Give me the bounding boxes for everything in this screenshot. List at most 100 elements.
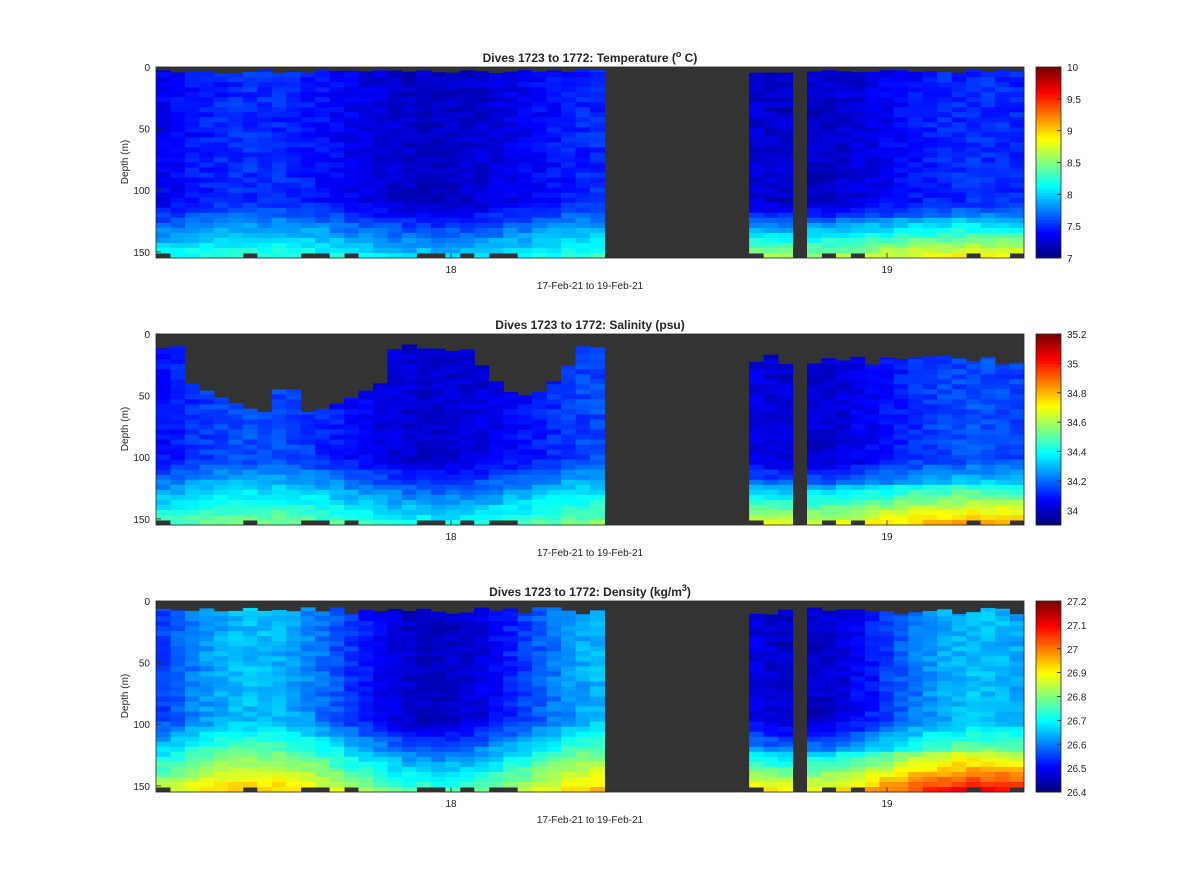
heatmap-cell [387,364,403,370]
heatmap-cell [879,197,895,204]
heatmap-cell [213,157,229,163]
heatmap-cell [937,117,953,123]
heatmap-cell [242,157,258,163]
heatmap-cell [517,484,533,491]
heatmap-cell [344,711,360,718]
heatmap-cell [329,646,345,652]
heatmap-cell [156,449,171,456]
heatmap-cell [835,429,851,436]
heatmap-cell [242,142,258,148]
heatmap-cell [300,646,316,652]
heatmap-cell [850,686,866,692]
heatmap-cell [517,504,533,511]
heatmap-cell [763,641,779,647]
heatmap-cell [749,409,765,415]
heatmap-cell [170,484,186,491]
heatmap-cell [995,419,1011,425]
heatmap-cell [401,354,417,360]
heatmap-cell [807,676,822,682]
heatmap-cell [170,514,186,521]
heatmap-cell [561,766,577,773]
heatmap-cell [532,391,548,395]
heatmap-cell [488,449,504,456]
heatmap-cell [749,247,765,254]
heatmap-cell [430,117,446,123]
heatmap-cell [488,384,504,390]
heatmap-cell [908,459,924,466]
heatmap-cell [546,449,562,456]
heatmap-cell [156,741,171,748]
heatmap-cell [807,671,822,677]
heatmap-cell [300,504,316,511]
heatmap-cell [373,87,388,93]
heatmap-cell [807,781,822,788]
colorbar-swatch [1036,504,1061,508]
heatmap-cell [445,429,461,436]
heatmap-cell [459,242,475,249]
heatmap-cell [966,137,982,143]
heatmap-cell [156,348,171,350]
heatmap-cell [503,646,519,652]
heatmap-cell [228,217,244,224]
heatmap-cell [835,197,851,204]
heatmap-cell [430,741,446,748]
heatmap-cell [459,626,475,632]
heatmap-cell [373,636,388,642]
colorbar-swatch [1036,474,1061,478]
heatmap-cell [749,636,765,642]
heatmap-cell [503,399,519,405]
colorbar-swatch [1036,369,1061,374]
heatmap-cell [156,701,171,708]
heatmap-cell [474,711,490,718]
heatmap-cell [228,771,244,778]
heatmap-cell [908,252,924,259]
heatmap-cell [850,142,866,148]
heatmap-cell [184,434,200,441]
heatmap-cell [387,701,403,708]
heatmap-cell [416,187,432,194]
heatmap-cell [995,429,1011,436]
heatmap-cell [170,469,186,476]
heatmap-cell [995,112,1011,118]
heatmap-cell [300,696,316,703]
heatmap-cell [228,631,244,637]
heatmap-cell [387,721,403,728]
heatmap-cell [835,384,851,390]
heatmap-cell [387,354,403,360]
colorbar-swatch [1036,420,1061,425]
heatmap-cell [575,514,591,521]
heatmap-cell [980,504,996,511]
heatmap-cell [590,651,605,657]
heatmap-cell [459,152,475,158]
heatmap-cell [459,127,475,133]
heatmap-cell [821,641,837,647]
heatmap-cell [807,741,822,748]
heatmap-cell [778,227,794,234]
heatmap-cell [922,459,938,466]
heatmap-cell [156,237,171,244]
heatmap-cell [271,716,287,723]
heatmap-cell [156,641,171,647]
heatmap-cell [358,726,374,733]
heatmap-cell [749,479,765,486]
heatmap-cell [546,504,562,511]
heatmap-cell [575,646,591,652]
heatmap-cell [242,626,258,632]
heatmap-cell [937,399,953,405]
heatmap-cell [532,212,548,219]
heatmap-cell [401,616,417,622]
heatmap-cell [430,132,446,138]
heatmap-cell [503,751,519,758]
heatmap-cell [315,666,331,672]
heatmap-cell [213,92,229,98]
heatmap-cell [184,167,200,174]
heatmap-cell [922,499,938,506]
heatmap-cell [532,197,548,204]
heatmap-cell [199,439,215,446]
heatmap-cell [517,676,533,682]
heatmap-cell [980,439,996,446]
heatmap-cell [966,87,982,93]
heatmap-cell [532,701,548,708]
heatmap-cell [228,786,244,793]
heatmap-cell [286,197,302,204]
